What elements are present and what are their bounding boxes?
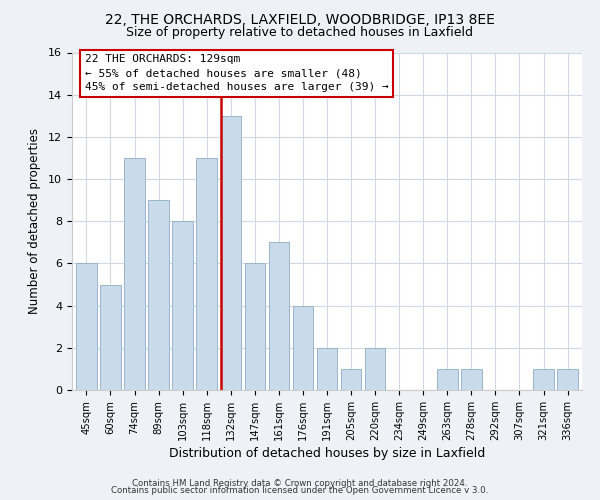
Bar bbox=[269, 242, 289, 390]
Text: 22, THE ORCHARDS, LAXFIELD, WOODBRIDGE, IP13 8EE: 22, THE ORCHARDS, LAXFIELD, WOODBRIDGE, … bbox=[105, 12, 495, 26]
Bar bbox=[100, 284, 121, 390]
Bar bbox=[461, 369, 482, 390]
Bar bbox=[365, 348, 385, 390]
X-axis label: Distribution of detached houses by size in Laxfield: Distribution of detached houses by size … bbox=[169, 447, 485, 460]
Bar bbox=[557, 369, 578, 390]
Bar bbox=[148, 200, 169, 390]
Bar bbox=[196, 158, 217, 390]
Bar bbox=[172, 221, 193, 390]
Bar bbox=[245, 264, 265, 390]
Bar bbox=[437, 369, 458, 390]
Text: Contains public sector information licensed under the Open Government Licence v : Contains public sector information licen… bbox=[112, 486, 488, 495]
Y-axis label: Number of detached properties: Number of detached properties bbox=[28, 128, 41, 314]
Bar bbox=[293, 306, 313, 390]
Bar bbox=[317, 348, 337, 390]
Text: Contains HM Land Registry data © Crown copyright and database right 2024.: Contains HM Land Registry data © Crown c… bbox=[132, 478, 468, 488]
Text: Size of property relative to detached houses in Laxfield: Size of property relative to detached ho… bbox=[127, 26, 473, 39]
Bar bbox=[341, 369, 361, 390]
Bar bbox=[76, 264, 97, 390]
Bar bbox=[221, 116, 241, 390]
Text: 22 THE ORCHARDS: 129sqm
← 55% of detached houses are smaller (48)
45% of semi-de: 22 THE ORCHARDS: 129sqm ← 55% of detache… bbox=[85, 54, 389, 92]
Bar bbox=[124, 158, 145, 390]
Bar bbox=[533, 369, 554, 390]
